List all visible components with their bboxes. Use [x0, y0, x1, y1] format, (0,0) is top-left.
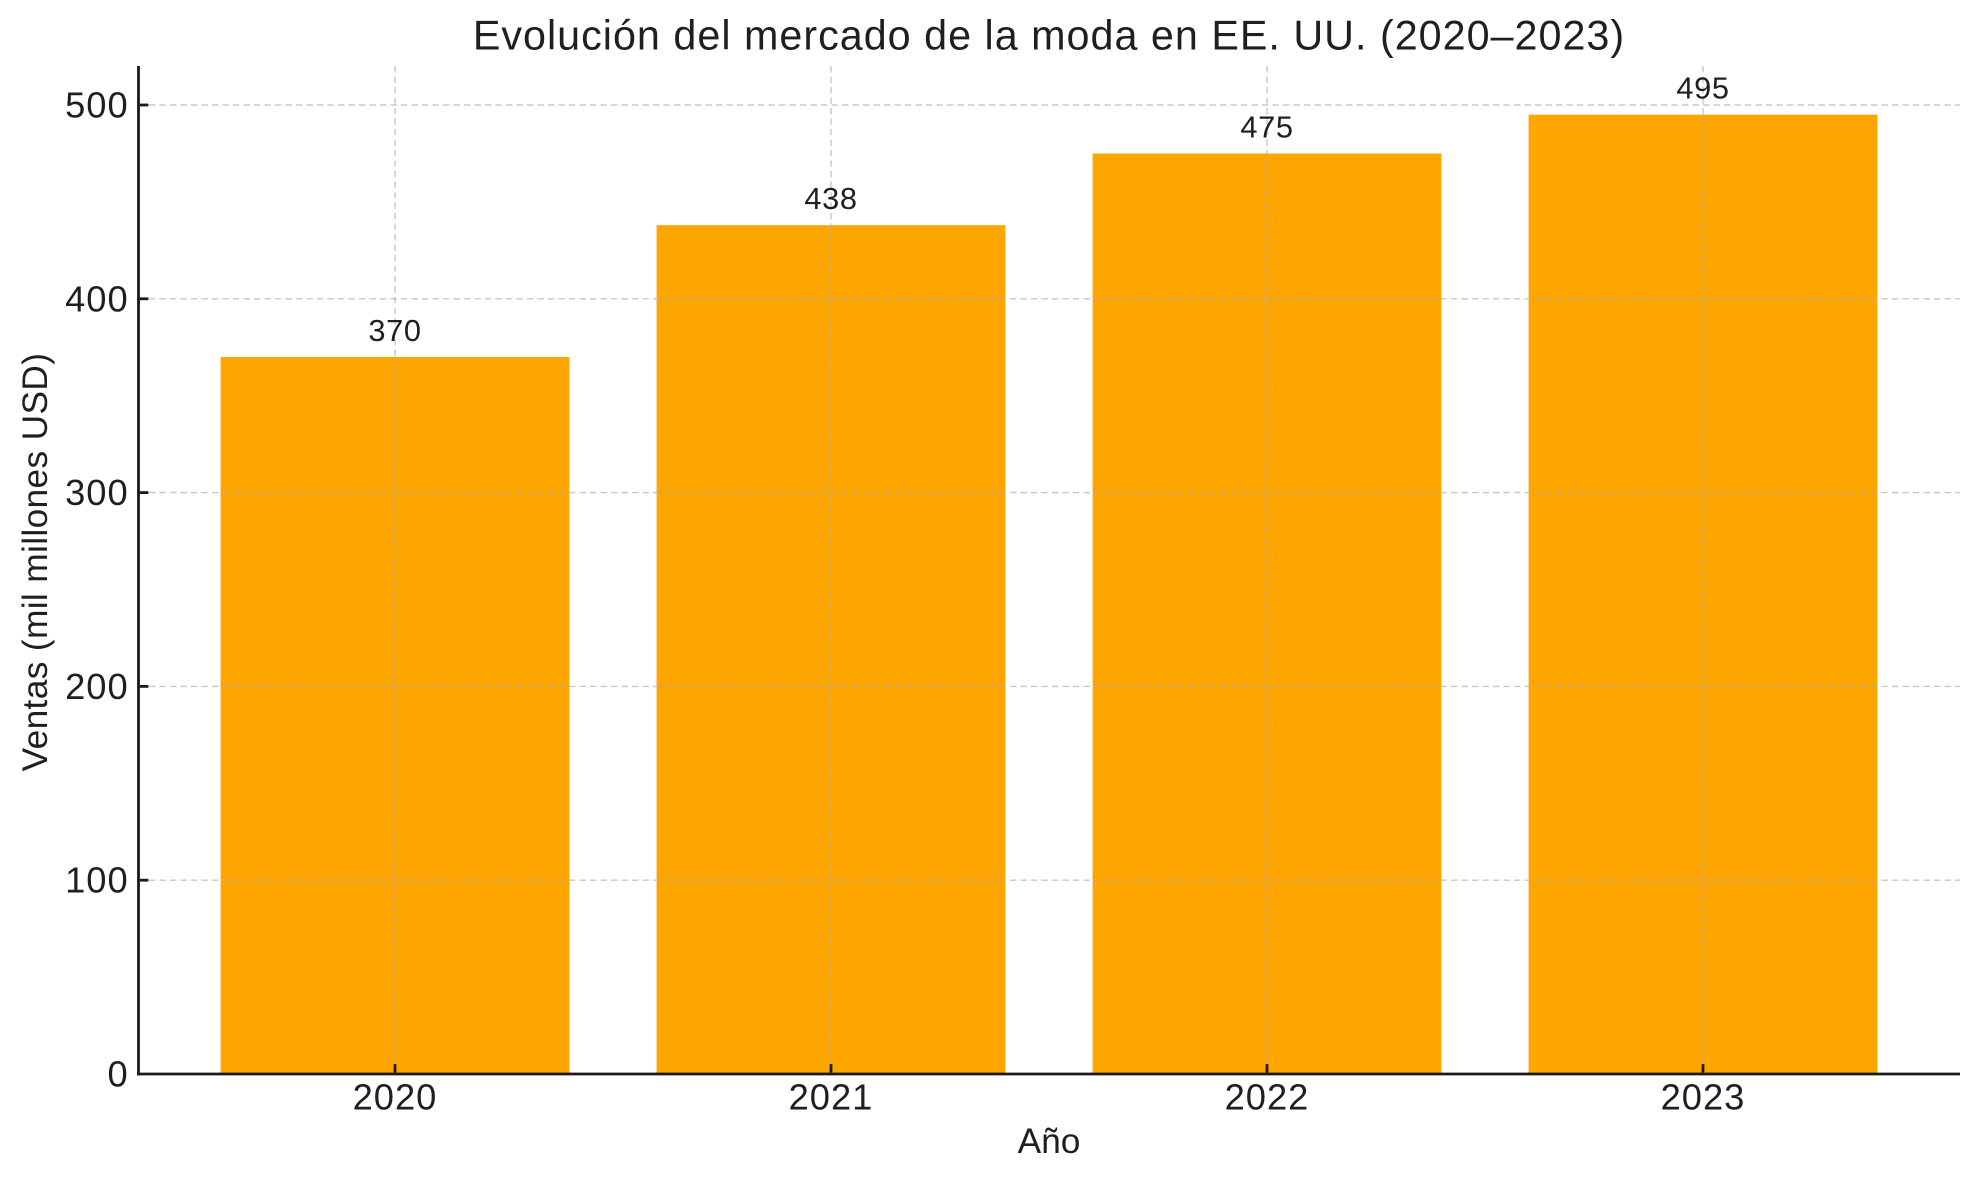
svg-text:Ventas (mil millones USD): Ventas (mil millones USD)	[16, 353, 55, 772]
svg-text:370: 370	[368, 313, 421, 348]
svg-text:0: 0	[108, 1054, 129, 1095]
svg-text:500: 500	[65, 85, 129, 126]
svg-text:475: 475	[1240, 110, 1293, 145]
svg-text:2020: 2020	[353, 1077, 438, 1118]
svg-text:300: 300	[65, 472, 129, 513]
svg-text:438: 438	[804, 181, 857, 216]
svg-text:495: 495	[1676, 71, 1729, 106]
svg-text:200: 200	[65, 666, 129, 707]
svg-text:Evolución del mercado de la mo: Evolución del mercado de la moda en EE. …	[473, 13, 1625, 59]
svg-text:Año: Año	[1018, 1122, 1081, 1161]
svg-text:100: 100	[65, 860, 129, 901]
svg-text:2022: 2022	[1225, 1077, 1310, 1118]
svg-text:2023: 2023	[1661, 1077, 1746, 1118]
svg-text:400: 400	[65, 278, 129, 319]
svg-text:2021: 2021	[789, 1077, 874, 1118]
